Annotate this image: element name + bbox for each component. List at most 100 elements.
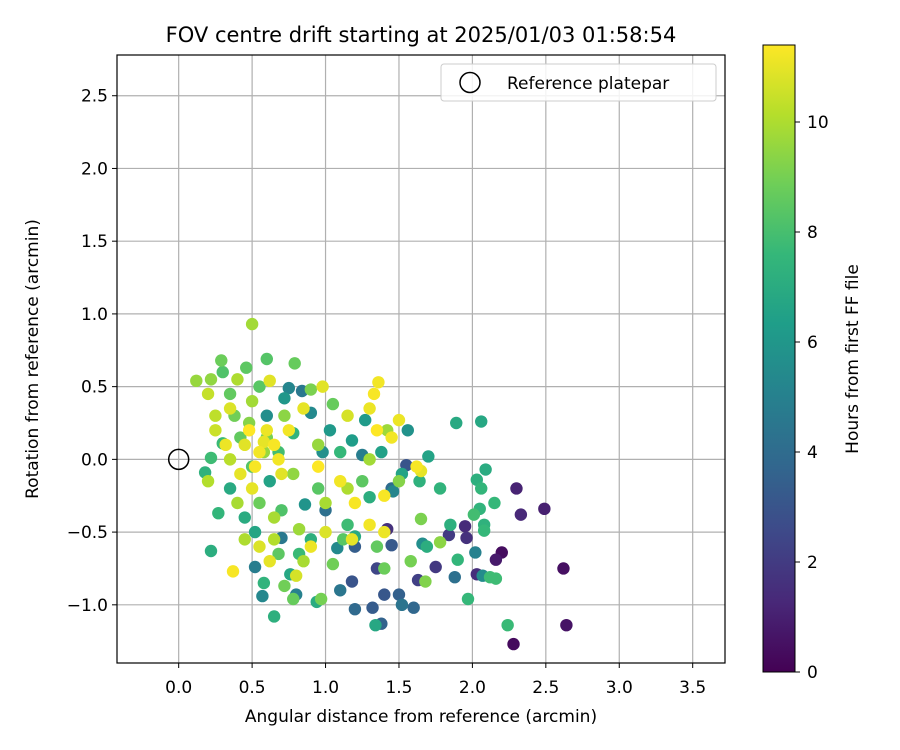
scatter-point	[385, 431, 398, 444]
scatter-point	[263, 374, 276, 388]
scatter-point	[245, 482, 259, 495]
y-axis-title: Rotation from reference (arcmin)	[23, 219, 43, 499]
scatter-point	[348, 496, 362, 510]
scatter-point	[231, 373, 244, 386]
scatter-point	[467, 508, 481, 521]
scatter-point	[253, 540, 266, 553]
scatter-point	[414, 512, 428, 526]
scatter-point	[444, 518, 457, 532]
scatter-point	[245, 317, 259, 331]
scatter-point	[514, 508, 528, 521]
scatter-point	[448, 570, 461, 584]
scatter-point	[282, 381, 296, 395]
scatter-point	[433, 482, 447, 495]
scatter-point	[363, 402, 376, 415]
colorbar-label: Hours from first FF file	[843, 264, 863, 454]
x-axis-title: Angular distance from reference (arcmin)	[245, 707, 597, 727]
scatter-point	[378, 525, 391, 539]
scatter-point	[248, 460, 262, 473]
scatter-point	[289, 569, 303, 582]
scatter-point	[292, 522, 306, 536]
scatter-point	[341, 409, 354, 422]
scatter-point	[240, 361, 253, 374]
x-tick-label: 2.5	[532, 678, 559, 698]
scatter-point	[226, 565, 240, 578]
scatter-point	[223, 482, 237, 495]
scatter-point	[287, 592, 300, 606]
x-tick-label: 2.0	[459, 678, 486, 698]
legend-label-reference: Reference platepar	[507, 74, 669, 94]
y-tick-label: 1.0	[81, 305, 108, 325]
scatter-point	[260, 352, 273, 366]
scatter-point	[234, 467, 247, 481]
scatter-point	[282, 424, 296, 437]
scatter-point	[358, 413, 372, 427]
scatter-point	[395, 598, 409, 612]
scatter-point	[392, 474, 406, 488]
scatter-point	[253, 496, 266, 510]
y-tick-label: −0.5	[67, 523, 108, 543]
y-tick-label: 2.0	[81, 159, 108, 179]
scatter-point	[242, 424, 256, 437]
legend: Reference platepar	[440, 63, 717, 102]
scatter-point	[304, 540, 318, 553]
scatter-point	[253, 445, 266, 459]
scatter-point	[489, 553, 503, 566]
scatter-point	[319, 525, 332, 539]
scatter-point	[560, 618, 573, 632]
x-tick-label: 1.0	[312, 678, 339, 698]
scatter-point	[272, 547, 285, 561]
scatter-point	[260, 424, 273, 437]
y-tick-label: 0.5	[81, 378, 108, 398]
scatter-point	[288, 357, 301, 370]
scatter-point	[201, 474, 215, 488]
scatter-point	[345, 533, 359, 546]
scatter-point	[369, 618, 382, 632]
scatter-point	[450, 416, 463, 430]
scatter-point	[257, 576, 271, 590]
scatter-point	[345, 575, 359, 588]
legend-marker-reference	[459, 71, 481, 94]
scatter-point	[442, 528, 456, 542]
scatter-point	[275, 467, 288, 481]
scatter-point	[375, 445, 388, 459]
scatter-point	[469, 546, 482, 559]
scatter-point	[267, 511, 281, 524]
scatter-point	[419, 575, 432, 588]
colorbar-ticks: 0 2 4 6 8 10	[795, 113, 829, 683]
scatter-point	[407, 601, 420, 614]
scatter-point	[477, 524, 491, 537]
scatter-point	[501, 618, 514, 632]
scatter-point	[267, 438, 281, 452]
scatter-point	[392, 588, 406, 601]
scatter-point	[209, 409, 222, 422]
scatter-point	[451, 553, 464, 566]
scatter-point	[245, 394, 259, 408]
grid-lines	[117, 55, 725, 663]
y-axis: −1.0 −0.5 0.0 0.5 1.0 1.5 2.0 2.5	[67, 87, 117, 616]
legend-box	[440, 63, 717, 102]
scatter-point	[429, 560, 442, 574]
scatter-point	[253, 380, 266, 393]
colorbar-tick-label: 4	[807, 443, 818, 463]
scatter-point	[331, 541, 344, 555]
scatter-point	[334, 445, 347, 459]
scatter-point	[267, 533, 281, 546]
scatter-point	[488, 496, 501, 510]
colorbar	[762, 44, 796, 673]
scatter-point	[458, 520, 472, 533]
scatter-point	[267, 610, 281, 623]
scatter-point	[336, 533, 350, 546]
scatter-point	[392, 413, 406, 427]
scatter-point	[216, 365, 229, 379]
scatter-point	[363, 453, 376, 466]
y-tick-label: −1.0	[67, 596, 108, 616]
scatter-point	[367, 387, 381, 401]
scatter-point	[356, 474, 369, 488]
scatter-point	[223, 402, 237, 415]
colorbar-tick-label: 8	[807, 223, 818, 243]
reference-platepar-marker	[167, 448, 190, 471]
scatter-point	[311, 460, 325, 473]
